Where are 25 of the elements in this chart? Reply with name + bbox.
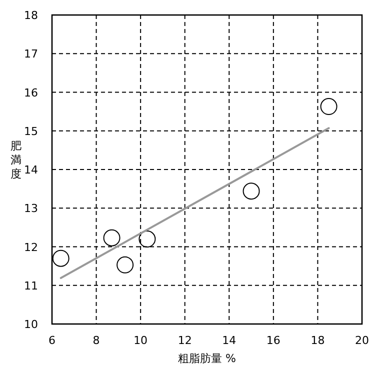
x-tick-label: 6 [48,334,56,347]
x-tick-label: 8 [92,334,100,347]
point [320,98,338,116]
point [242,182,260,200]
y-tick-label: 18 [24,9,38,22]
x-tick-label: 14 [222,334,236,347]
point [103,229,120,246]
y-tick-label: 12 [24,240,38,254]
y-tick-label: 14 [24,164,38,176]
x-tick-label: 12 [178,334,192,347]
y-tick-label: 11 [24,279,38,292]
y-tick-label: 13 [24,202,38,216]
x-axis-title: 粗脂肪量 % [178,352,236,365]
point [116,256,134,274]
point [52,250,70,267]
y-axis-title: 肥満度 [10,140,22,180]
x-tick-label: 18 [310,334,325,347]
y-tick-label: 15 [24,124,38,138]
point [138,230,156,248]
x-tick-label: 20 [355,334,369,347]
x-tick-label: 16 [266,334,280,347]
y-tick-label: 17 [24,48,38,61]
x-tick-label: 10 [134,334,148,347]
y-tick-label: 16 [24,86,38,100]
y-tick-label: 10 [24,318,38,331]
